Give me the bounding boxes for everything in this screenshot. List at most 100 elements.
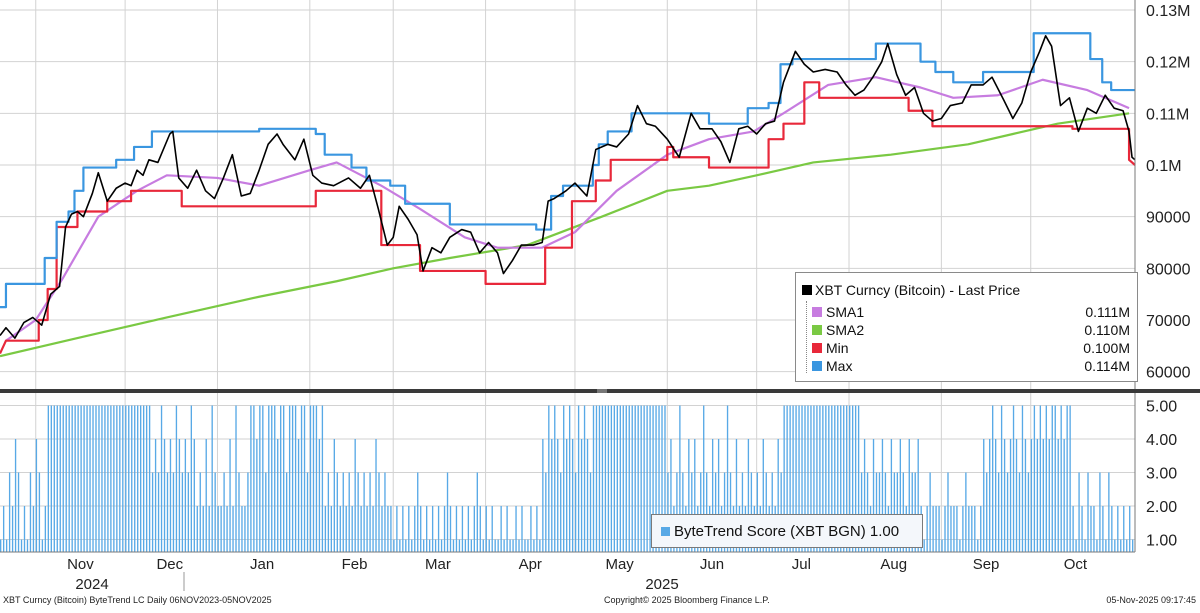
bytetrend-bar xyxy=(1012,405,1015,552)
bytetrend-bar xyxy=(691,472,693,552)
bytetrend-bar xyxy=(971,506,973,552)
bytetrend-bar xyxy=(589,472,592,552)
bytetrend-bar xyxy=(828,405,830,552)
bytetrend-bar xyxy=(977,539,979,552)
legend-row-max: Max 0.114M xyxy=(812,357,1130,375)
bytetrend-bar xyxy=(851,405,854,552)
bytetrend-bar xyxy=(285,472,288,552)
bytetrend-bar xyxy=(128,405,130,552)
bytetrend-bar xyxy=(1087,472,1089,552)
bytetrend-bar xyxy=(396,506,398,552)
bytetrend-bar xyxy=(455,506,458,552)
bytetrend-bar xyxy=(408,506,410,552)
bytetrend-bar xyxy=(110,405,112,552)
bytetrend-bar xyxy=(893,472,896,552)
bytetrend-bar xyxy=(536,506,538,552)
month-label: Feb xyxy=(342,556,368,573)
month-label: Dec xyxy=(156,556,183,573)
panel-resize-handle[interactable] xyxy=(597,389,607,393)
bytetrend-bar xyxy=(616,405,618,552)
bytetrend-bar xyxy=(178,439,181,552)
bytetrend-bar xyxy=(631,405,633,552)
bytetrend-bar xyxy=(810,405,812,552)
bytetrend-bar xyxy=(601,405,604,552)
legend-name-min: Min xyxy=(826,340,849,356)
bytetrend-bar xyxy=(992,405,994,552)
bytetrend-bar xyxy=(819,405,821,552)
bytetrend-bar xyxy=(789,405,791,552)
bytetrend-bar xyxy=(941,539,943,552)
bytetrend-bar xyxy=(208,506,210,552)
bytetrend-bar xyxy=(771,472,773,552)
bytetrend-bar xyxy=(59,405,61,552)
bytetrend-bar xyxy=(1033,405,1036,552)
bytetrend-bar xyxy=(932,506,934,552)
bytetrend-bar xyxy=(464,539,467,552)
bytetrend-bar xyxy=(619,405,621,552)
bytetrend-bar xyxy=(1108,472,1110,552)
bytetrend-bar xyxy=(274,405,276,552)
month-label: Nov xyxy=(67,556,94,573)
bytetrend-bar xyxy=(664,405,666,552)
bytetrend-bar xyxy=(1051,405,1053,552)
bytetrend-bar xyxy=(1078,472,1080,552)
bytetrend-bar xyxy=(184,439,187,552)
bytetrend-bar xyxy=(527,539,529,552)
bytetrend-bar xyxy=(497,539,499,552)
bytetrend-bar xyxy=(256,439,258,552)
bytetrend-bar xyxy=(1129,506,1131,552)
month-label: Mar xyxy=(425,556,451,573)
bytetrend-bar xyxy=(515,506,517,552)
bytetrend-bar xyxy=(1111,506,1113,552)
bytetrend-bar xyxy=(151,472,154,552)
bytetrend-bar xyxy=(652,405,654,552)
bytetrend-bar xyxy=(610,405,613,552)
bytetrend-bar xyxy=(729,472,732,552)
bytetrend-bar xyxy=(360,506,362,552)
bytetrend-bar xyxy=(357,472,359,552)
bytetrend-bar xyxy=(646,405,648,552)
bytetrend-bar xyxy=(220,506,222,552)
bytetrend-bar xyxy=(479,506,481,552)
legend-title-text: XBT Curncy (Bitcoin) - Last Price xyxy=(815,282,1021,298)
bytetrend-bar xyxy=(1045,405,1047,552)
y-tick-label-lower: 4.00 xyxy=(1146,432,1177,449)
bytetrend-bar xyxy=(315,405,318,552)
bytetrend-bar xyxy=(420,506,422,552)
bytetrend-bar xyxy=(592,405,595,552)
bytetrend-bar xyxy=(324,506,327,552)
bytetrend-bar xyxy=(837,405,839,552)
bytetrend-bar xyxy=(277,439,279,552)
bytetrend-bar xyxy=(470,539,473,552)
y-tick-label-upper: 0.11M xyxy=(1146,106,1189,123)
bytetrend-bar xyxy=(476,472,478,552)
bytetrend-bar xyxy=(318,439,321,552)
year-label-2024: 2024 xyxy=(75,576,108,593)
bytetrend-bar xyxy=(521,506,523,552)
bytetrend-bar xyxy=(20,539,23,552)
bytetrend-bar xyxy=(801,405,803,552)
month-label: Aug xyxy=(880,556,907,573)
bytetrend-bar xyxy=(792,405,794,552)
y-tick-label-upper: 0.13M xyxy=(1146,3,1190,20)
bytetrend-bar xyxy=(241,506,243,552)
bytetrend-bar xyxy=(77,405,79,552)
bytetrend-bar xyxy=(268,405,270,552)
bytetrend-bar xyxy=(726,405,729,552)
bytetrend-bar xyxy=(306,472,309,552)
year-label-2025: 2025 xyxy=(645,576,678,593)
bytetrend-bar xyxy=(26,539,29,552)
bytetrend-bar xyxy=(247,472,249,552)
bytetrend-bar xyxy=(294,405,297,552)
bytetrend-bar xyxy=(613,405,616,552)
series-line-xbt-curncy-bitcoin-last-price xyxy=(0,35,1136,339)
bytetrend-bar xyxy=(29,472,32,552)
bytetrend-bar xyxy=(56,405,58,552)
bytetrend-bar xyxy=(747,439,750,552)
bytetrend-bar xyxy=(342,472,344,552)
bytetrend-bar xyxy=(2,506,5,552)
bytetrend-bar xyxy=(700,472,702,552)
legend-row-sma2: SMA2 0.110M xyxy=(812,321,1130,339)
bytetrend-bar xyxy=(780,472,782,552)
bytetrend-bar xyxy=(351,506,353,552)
